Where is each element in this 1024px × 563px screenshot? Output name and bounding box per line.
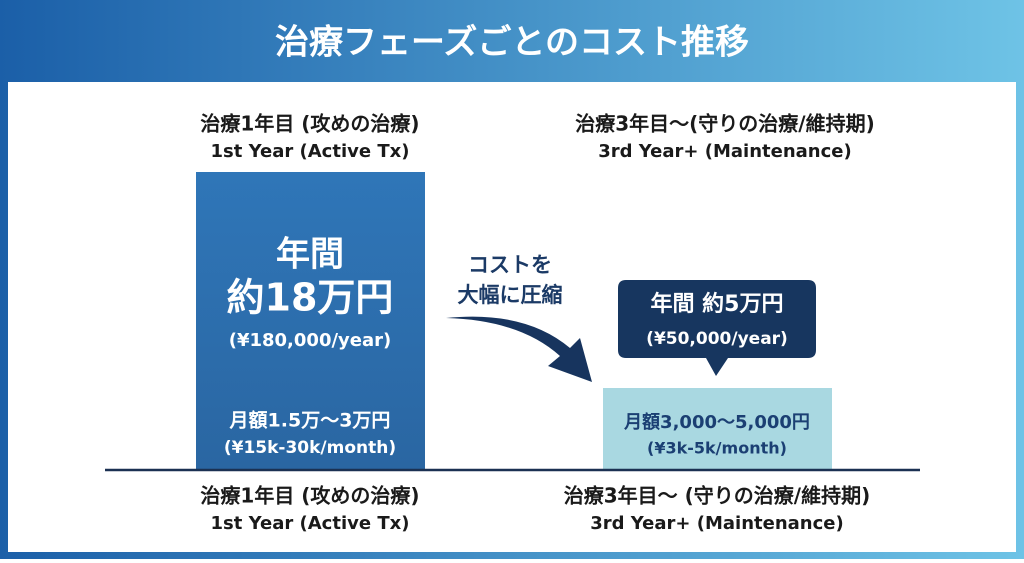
column-footer: 3rd Year+ (Maintenance)	[590, 513, 843, 534]
annual-en: (¥180,000/year)	[229, 330, 392, 351]
content-area	[8, 82, 1016, 552]
column-footer: 治療1年目 (攻めの治療)	[200, 484, 419, 508]
annual-en: (¥50,000/year)	[646, 329, 788, 349]
column-header: 3rd Year+ (Maintenance)	[598, 141, 851, 162]
column-header: 治療1年目 (攻めの治療)	[200, 112, 419, 136]
monthly-ja: 月額3,000〜5,000円	[623, 411, 810, 433]
annual-label: 年間 約5万円	[651, 291, 784, 317]
arrow	[446, 316, 592, 382]
column-header: 1st Year (Active Tx)	[211, 141, 410, 162]
column-footer: 1st Year (Active Tx)	[211, 513, 410, 534]
annual-label: 年間	[276, 235, 344, 275]
annual-amount: 約18万円	[227, 276, 394, 320]
arrow-label: コストを	[468, 253, 552, 277]
callout	[618, 280, 816, 376]
cost-bar	[196, 172, 425, 470]
monthly-en: (¥3k-5k/month)	[647, 439, 787, 458]
monthly-ja: 月額1.5万〜3万円	[229, 409, 391, 432]
monthly-en: (¥15k-30k/month)	[224, 438, 396, 458]
title: 治療フェーズごとのコスト推移	[275, 23, 749, 63]
column-footer: 治療3年目〜 (守りの治療/維持期)	[564, 484, 870, 508]
arrow-label: 大幅に圧縮	[458, 283, 563, 307]
column-header: 治療3年目〜(守りの治療/維持期)	[575, 112, 875, 136]
cost-bar	[603, 388, 832, 470]
